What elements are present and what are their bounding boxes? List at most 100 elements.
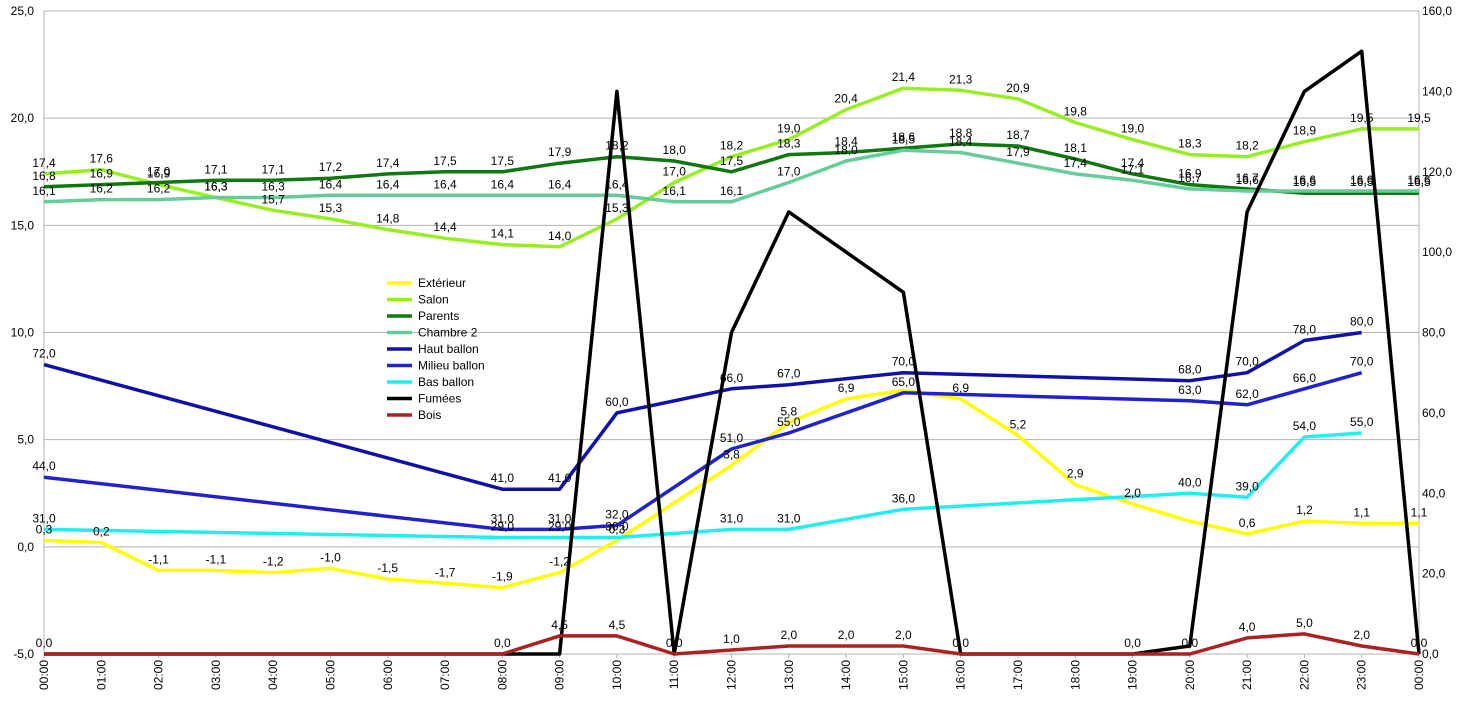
data-label: 16,7 (1178, 171, 1202, 185)
data-label: 16,9 (90, 167, 114, 181)
data-label: 15,3 (319, 201, 343, 215)
data-label: 0,0 (494, 636, 511, 650)
data-label: 6,9 (952, 381, 969, 395)
data-label: 67,0 (777, 367, 801, 381)
data-label: 16,6 (1293, 173, 1317, 187)
data-label: 14,0 (548, 229, 572, 243)
data-label: 16,8 (32, 169, 56, 183)
legend-label: Haut ballon (418, 342, 479, 356)
data-label: 16,4 (548, 177, 572, 191)
data-label: 54,0 (1293, 419, 1317, 433)
x-tick-label: 08:00 (495, 660, 509, 690)
data-label: 17,4 (32, 156, 56, 170)
legend-label: Fumées (418, 392, 461, 406)
data-label: 17,0 (777, 164, 801, 178)
series-line-haut-ballon (43, 330, 1362, 491)
right-tick-label: 100,0 (1422, 245, 1452, 259)
data-label: 78,0 (1293, 323, 1317, 337)
right-tick-label: 40,0 (1422, 486, 1446, 500)
data-label: 16,3 (204, 179, 228, 193)
data-label: 0,2 (93, 525, 110, 539)
data-label: -1,0 (320, 550, 341, 564)
data-label: 1,2 (1296, 503, 1313, 517)
data-label: 5,2 (1010, 417, 1027, 431)
x-tick-label: 01:00 (94, 660, 108, 690)
data-label: 6,9 (838, 381, 855, 395)
data-label: -1,1 (148, 552, 169, 566)
data-label: 31,0 (777, 511, 801, 525)
x-tick-label: 12:00 (725, 660, 739, 690)
data-label: 18,4 (949, 134, 973, 148)
data-label: 0,0 (952, 636, 969, 650)
data-label: 0,0 (36, 636, 53, 650)
data-label: 21,4 (892, 70, 916, 84)
left-tick-label: 5,0 (17, 433, 34, 447)
right-tick-label: 60,0 (1422, 406, 1446, 420)
data-label: 18,1 (1064, 141, 1088, 155)
data-label: 14,8 (376, 212, 400, 226)
data-label: 16,3 (261, 179, 285, 193)
data-label: 18,7 (1006, 128, 1030, 142)
data-label: 2,0 (838, 628, 855, 642)
data-label: 16,5 (1407, 175, 1431, 189)
data-label: 19,5 (1350, 111, 1374, 125)
data-label: 16,3 (204, 179, 228, 193)
data-label: 1,0 (723, 632, 740, 646)
data-label: 17,0 (663, 164, 687, 178)
data-label: 66,0 (720, 371, 744, 385)
data-label: 16,5 (1350, 175, 1374, 189)
data-label: 30,0 (605, 519, 629, 533)
right-tick-label: 120,0 (1422, 165, 1452, 179)
data-label: 4,5 (609, 618, 626, 632)
x-tick-label: 06:00 (381, 660, 395, 690)
data-label: 68,0 (1178, 363, 1202, 377)
legend-label: Milieu ballon (418, 359, 485, 373)
data-label: 2,0 (895, 628, 912, 642)
x-tick-label: 19:00 (1126, 660, 1140, 690)
legend-label: Salon (418, 293, 449, 307)
data-label: 36,0 (892, 491, 916, 505)
data-label: 29,0 (548, 519, 572, 533)
data-label: 18,0 (834, 143, 858, 157)
data-label: 31,0 (32, 511, 56, 525)
data-label: 32,0 (605, 507, 629, 521)
data-label: 16,6 (1407, 173, 1431, 187)
data-label: 16,7 (1235, 171, 1259, 185)
data-label: 0,3 (36, 522, 53, 536)
left-tick-label: 15,0 (11, 218, 35, 232)
x-tick-label: 20:00 (1183, 660, 1197, 690)
x-axis-ticks: 00:00 01:00 02:00 03:00 04:00 05:00 06:00 07:00… (37, 654, 1426, 690)
series-line-bas-ballon (43, 431, 1362, 540)
data-label: 17,9 (1006, 145, 1030, 159)
data-label: 18,8 (949, 126, 973, 140)
data-label: 19,0 (1121, 122, 1145, 136)
x-tick-label: 09:00 (553, 660, 567, 690)
legend-label: Chambre 2 (418, 326, 478, 340)
data-label: 18,0 (663, 143, 687, 157)
data-label: 1,1 (1353, 505, 1370, 519)
x-tick-label: 17:00 (1011, 660, 1025, 690)
data-label: 16,9 (147, 167, 171, 181)
left-tick-label: 20,0 (11, 111, 35, 125)
x-tick-label: 21:00 (1240, 660, 1254, 690)
x-tick-label: 04:00 (266, 660, 280, 690)
data-label: 5,0 (1296, 616, 1313, 630)
right-tick-label: 20,0 (1422, 567, 1446, 581)
right-tick-label: 140,0 (1422, 84, 1452, 98)
data-label: 17,5 (720, 154, 744, 168)
series-line-bois (44, 632, 1420, 656)
series-line-extérieur (43, 388, 1419, 590)
data-label: 17,4 (1121, 156, 1145, 170)
data-label: 80,0 (1350, 315, 1374, 329)
data-label: 0,0 (1124, 636, 1141, 650)
data-label: 4,0 (1239, 620, 1256, 634)
data-label: 15,7 (261, 192, 285, 206)
x-tick-label: 15:00 (896, 660, 910, 690)
data-label: 41,0 (548, 471, 572, 485)
x-tick-label: 00:00 (37, 660, 51, 690)
data-label: 18,3 (777, 137, 801, 151)
data-label: 16,6 (1235, 173, 1259, 187)
data-label: 16,4 (376, 177, 400, 191)
data-label: 70,0 (892, 355, 916, 369)
